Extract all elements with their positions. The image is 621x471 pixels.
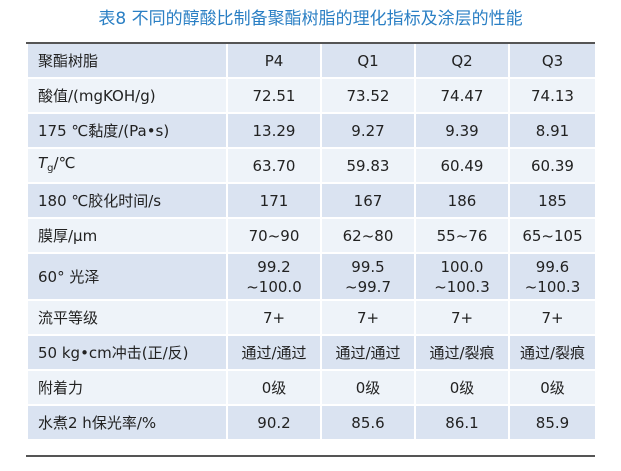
- row-label: 175 ℃黏度/(Pa•s): [26, 112, 228, 149]
- table-cell: 59.83: [320, 147, 416, 184]
- table-cell: 70~90: [226, 217, 322, 254]
- table-cell: 73.52: [320, 77, 416, 114]
- table-cell: 167: [320, 182, 416, 219]
- table-cell: 通过/裂痕: [414, 334, 510, 371]
- header-row: 聚酯树脂 P4 Q1 Q2 Q3: [26, 42, 597, 79]
- tg-unit: /℃: [53, 153, 76, 172]
- table-cell: 63.70: [226, 147, 322, 184]
- table-cell: 60.49: [414, 147, 510, 184]
- header-cell-resin: 聚酯树脂: [26, 42, 228, 79]
- gloss-line-1: 100.0: [440, 257, 484, 276]
- table-cell: 65~105: [508, 217, 597, 254]
- table-cell: 13.29: [226, 112, 322, 149]
- table-cell: 62~80: [320, 217, 416, 254]
- table-cell: 99.6 ~100.3: [508, 252, 597, 301]
- row-label: 180 ℃胶化时间/s: [26, 182, 228, 219]
- table-cell: 171: [226, 182, 322, 219]
- table-cell: 86.1: [414, 404, 510, 441]
- table-cell: 90.2: [226, 404, 322, 441]
- gloss-line-1: 99.2: [257, 257, 291, 276]
- tg-symbol: T: [38, 153, 48, 172]
- row-label: 膜厚/μm: [26, 217, 228, 254]
- gloss-line-2: ~100.3: [524, 277, 581, 296]
- table-cell: 185: [508, 182, 597, 219]
- table-cell: 7+: [414, 299, 510, 336]
- table-row: 175 ℃黏度/(Pa•s) 13.29 9.27 9.39 8.91: [26, 112, 597, 149]
- table-row: 水煮2 h保光率/% 90.2 85.6 86.1 85.9: [26, 404, 597, 441]
- table-cell: 74.47: [414, 77, 510, 114]
- table-cell: 85.9: [508, 404, 597, 441]
- table-cell: 99.2 ~100.0: [226, 252, 322, 301]
- table-cell: 通过/通过: [320, 334, 416, 371]
- gloss-line-2: ~99.7: [345, 277, 391, 296]
- row-label: 流平等级: [26, 299, 228, 336]
- table-cell: 72.51: [226, 77, 322, 114]
- row-label: 50 kg•cm冲击(正/反): [26, 334, 228, 371]
- table-row: Tg/℃ 63.70 59.83 60.49 60.39: [26, 147, 597, 184]
- row-label: 酸值/(mgKOH/g): [26, 77, 228, 114]
- row-label-tg: Tg/℃: [26, 147, 228, 184]
- table-row: 流平等级 7+ 7+ 7+ 7+: [26, 299, 597, 336]
- table-cell: 85.6: [320, 404, 416, 441]
- gloss-line-1: 99.6: [535, 257, 570, 276]
- table-cell: 99.5 ~99.7: [320, 252, 416, 301]
- header-cell-q3: Q3: [508, 42, 597, 79]
- row-label: 附着力: [26, 369, 228, 406]
- table-row: 膜厚/μm 70~90 62~80 55~76 65~105: [26, 217, 597, 254]
- table-cell: 100.0 ~100.3: [414, 252, 510, 301]
- table-cell: 7+: [508, 299, 597, 336]
- header-cell-p4: P4: [226, 42, 322, 79]
- table-cell: 74.13: [508, 77, 597, 114]
- table-cell: 通过/裂痕: [508, 334, 597, 371]
- table-cell: 9.39: [414, 112, 510, 149]
- header-cell-q2: Q2: [414, 42, 510, 79]
- row-label: 水煮2 h保光率/%: [26, 404, 228, 441]
- table-row: 酸值/(mgKOH/g) 72.51 73.52 74.47 74.13: [26, 77, 597, 114]
- gloss-line-2: ~100.3: [434, 277, 490, 296]
- table-row: 60° 光泽 99.2 ~100.0 99.5 ~99.7 100.0 ~100.3 …: [26, 252, 597, 301]
- table-cell: 55~76: [414, 217, 510, 254]
- table-row: 180 ℃胶化时间/s 171 167 186 185: [26, 182, 597, 219]
- row-label: 60° 光泽: [26, 252, 228, 301]
- table-cell: 7+: [226, 299, 322, 336]
- table-cell: 8.91: [508, 112, 597, 149]
- table-cell: 9.27: [320, 112, 416, 149]
- table-cell: 60.39: [508, 147, 597, 184]
- table-row: 50 kg•cm冲击(正/反) 通过/通过 通过/通过 通过/裂痕 通过/裂痕: [26, 334, 597, 371]
- table-cell: 通过/通过: [226, 334, 322, 371]
- table-cell: 186: [414, 182, 510, 219]
- table-cell: 7+: [320, 299, 416, 336]
- header-cell-q1: Q1: [320, 42, 416, 79]
- table-cell: 0级: [226, 369, 322, 406]
- properties-table: 聚酯树脂 P4 Q1 Q2 Q3 酸值/(mgKOH/g) 72.51 73.5…: [26, 42, 597, 441]
- table-row: 附着力 0级 0级 0级 0级: [26, 369, 597, 406]
- table-cell: 0级: [414, 369, 510, 406]
- gloss-line-1: 99.5: [351, 257, 385, 276]
- gloss-line-2: ~100.0: [246, 277, 302, 296]
- tg-subscript: g: [47, 162, 54, 174]
- table-caption: 表8 不同的醇酸比制备聚酯树脂的理化指标及涂层的性能: [98, 9, 523, 29]
- table-cell: 0级: [320, 369, 416, 406]
- table-cell: 0级: [508, 369, 597, 406]
